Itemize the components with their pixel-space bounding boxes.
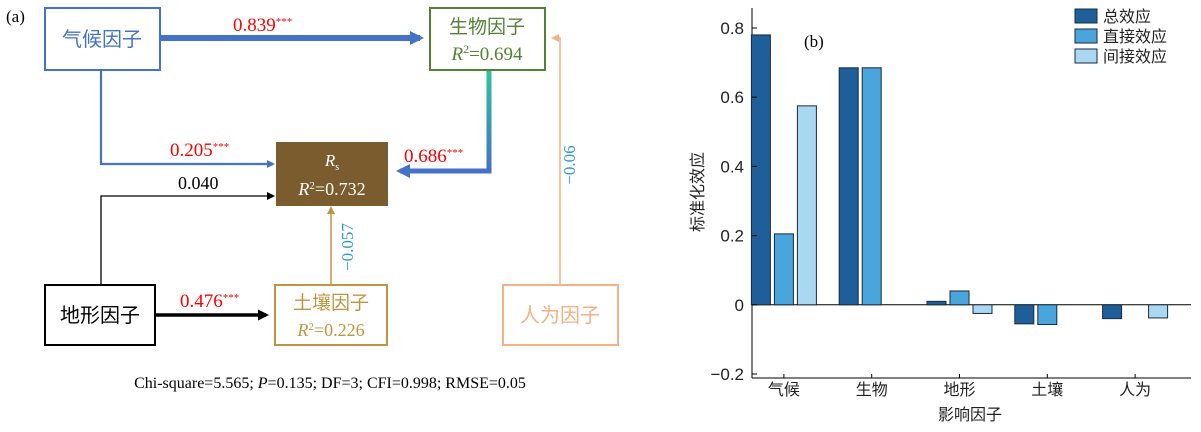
node-human: 人为因子: [502, 284, 619, 346]
bar: [1102, 304, 1123, 320]
node-bio-label: 生物因子: [449, 16, 525, 38]
legend-label: 间接效应: [1103, 47, 1167, 66]
x-axis-title: 影响因子: [938, 405, 1002, 424]
bar: [796, 105, 817, 306]
node-rs-label: Rs: [324, 151, 339, 173]
bar: [750, 34, 771, 306]
legend-swatch: [1074, 48, 1098, 64]
node-climate: 气候因子: [44, 7, 161, 71]
chart-ticks: −0.2 0 0.2 0.4 0.6 0.8 气候 生物 地形 土壤 人为: [710, 19, 1151, 399]
bar: [838, 67, 859, 306]
x-tick-label: 气候: [768, 380, 800, 399]
chart-bars: [750, 34, 1169, 326]
node-soil-r2: R2=0.226: [296, 320, 364, 340]
coef-terrain-rs: 0.040: [178, 173, 219, 193]
node-rs: Rs R2=0.732: [276, 142, 388, 206]
effects-bar-chart: −0.2 0 0.2 0.4 0.6 0.8 气候 生物 地形 土壤 人为 (b) 标准化效应 影响…: [688, 7, 1191, 424]
legend-swatch: [1074, 8, 1098, 24]
bar: [1037, 304, 1058, 326]
node-soil-label: 土壤因子: [293, 292, 369, 314]
y-tick-label: 0: [735, 296, 744, 315]
path-arrows: [99, 31, 561, 321]
bar: [972, 304, 993, 314]
x-tick-label: 地形: [943, 380, 975, 399]
bar: [773, 233, 794, 306]
legend-label: 直接效应: [1103, 27, 1167, 46]
y-tick-label: 0.8: [720, 19, 744, 38]
coef-soil-rs: −0.057: [338, 223, 357, 271]
node-climate-label: 气候因子: [62, 27, 142, 51]
arrow-climate-rs: [99, 70, 275, 168]
coef-bio-rs: 0.686***: [404, 146, 463, 167]
coef-climate-bio: 0.839***: [233, 15, 292, 36]
panel-label-a: (a): [6, 7, 25, 26]
panel-label-b: (b): [804, 32, 824, 51]
y-tick-label: 0.4: [720, 157, 744, 176]
bar: [1014, 304, 1035, 325]
coef-climate-rs: 0.205***: [170, 140, 229, 161]
arrow-terrain-rs: [100, 192, 275, 285]
node-bio-r2: R2=0.694: [450, 42, 523, 65]
node-soil: 土壤因子 R2=0.226: [274, 284, 388, 346]
path-diagram: (a) 气候因子 生物因子 R2=0.694 Rs R2=0.732 地形因子: [6, 7, 619, 392]
node-human-label: 人为因子: [520, 303, 600, 327]
y-tick-label: 0.2: [720, 227, 744, 246]
coef-terrain-soil: 0.476***: [180, 291, 239, 312]
x-tick-label: 人为: [1119, 380, 1151, 399]
coef-human-bio: −0.06: [560, 145, 579, 184]
y-tick-label: −0.2: [710, 365, 744, 384]
fit-statistics: Chi-square=5.565; P=0.135; DF=3; CFI=0.9…: [134, 375, 526, 392]
node-rs-r2: R2=0.732: [297, 179, 365, 199]
bar: [949, 290, 970, 306]
x-tick-label: 土壤: [1031, 380, 1063, 399]
bar: [861, 67, 882, 306]
y-tick-label: 0.6: [720, 88, 744, 107]
arrow-human-bio: [551, 34, 561, 285]
x-tick-label: 生物: [856, 380, 888, 399]
node-terrain: 地形因子: [44, 284, 156, 346]
legend-swatch: [1074, 28, 1098, 44]
legend-label: 总效应: [1103, 7, 1151, 26]
bar: [1148, 304, 1169, 319]
node-bio: 生物因子 R2=0.694: [429, 7, 546, 71]
bar: [926, 300, 947, 306]
y-axis-title: 标准化效应: [688, 152, 707, 232]
node-terrain-label: 地形因子: [60, 303, 140, 327]
